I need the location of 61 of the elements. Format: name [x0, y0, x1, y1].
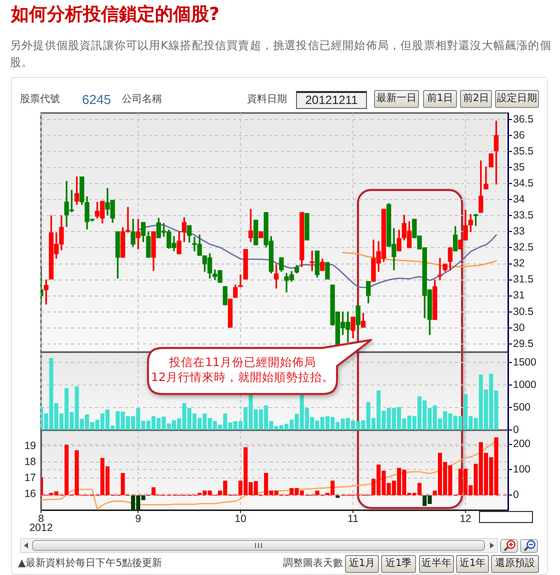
- y-tick-label: 33: [513, 226, 525, 238]
- text: 6245: [82, 92, 111, 108]
- text: 股票代號: [20, 93, 60, 107]
- y2-tick-label: 17: [24, 472, 36, 484]
- y-tick-label: 0: [513, 424, 519, 436]
- y-tick-label: 31: [513, 290, 525, 302]
- y2-tick-label: 18: [24, 456, 36, 468]
- text: 公司名稱: [122, 93, 162, 107]
- button: 設定日期: [495, 90, 539, 108]
- y-tick-label: 35: [513, 161, 525, 174]
- button: 前1日: [423, 90, 457, 108]
- x-tick-label: 10: [234, 513, 246, 526]
- y-tick-label: 35.5: [513, 145, 534, 158]
- button: 近1月: [345, 555, 379, 573]
- button: 還原預設: [491, 555, 539, 573]
- y-tick-label: 32.5: [513, 242, 534, 254]
- bar: [120, 472, 125, 496]
- candlestick: [126, 206, 130, 233]
- y-tick-label: 0: [513, 489, 519, 502]
- y-tick-label: 100: [513, 464, 531, 476]
- y2-tick-label: 19: [24, 440, 36, 452]
- y-tick-label: 34.5: [513, 177, 534, 190]
- bar: [152, 487, 156, 496]
- bar: [315, 490, 320, 496]
- button: 近1年: [456, 555, 489, 573]
- x-tick-label: 9: [135, 513, 142, 526]
- chart-subtitle: 另外提供個股資訊讓你可以用K線搭配投信買賣超，挑選投信已經開始佈局，但股票相對還沒大幅飆漲的個股。: [10, 38, 552, 71]
- x-tick-label: 12: [460, 513, 472, 526]
- y-tick-label: 30: [513, 322, 525, 334]
- chart-title: 如何分析投信鎖定的個股?: [11, 3, 220, 27]
- button: 近1季: [381, 555, 416, 573]
- y-tick-label: 200: [513, 438, 531, 450]
- y-tick-label: 36.5: [513, 113, 534, 126]
- y-tick-label: 30.5: [513, 306, 534, 318]
- y-tick-label: 1000: [513, 378, 537, 391]
- y-tick-label: 33.5: [513, 210, 534, 222]
- button: 近半年: [419, 555, 454, 573]
- text: 調整圖表天數: [283, 557, 343, 571]
- candlestick: [238, 274, 243, 287]
- y2-tick-label: 16: [24, 488, 36, 500]
- date-field: 20121211: [296, 91, 367, 109]
- bar: [64, 444, 69, 496]
- y-tick-label: 29.5: [513, 338, 534, 350]
- x-axis-title: 2012: [29, 522, 53, 534]
- y-tick-label: 1500: [513, 356, 537, 368]
- bar: [74, 450, 79, 496]
- text: 資料日期: [247, 93, 287, 107]
- annotation: 投信在11月份已經開始佈局: [169, 355, 316, 369]
- y-tick-label: 500: [513, 401, 531, 414]
- text: ▲最新資料於每日下午5點後更新: [18, 557, 162, 571]
- y-tick-label: 34: [513, 194, 525, 206]
- bar: [336, 495, 340, 498]
- x-tick-label: 11: [348, 513, 359, 526]
- y-tick-label: 31.5: [513, 274, 534, 286]
- y-tick-label: 36: [513, 129, 525, 142]
- button: 最新一日: [374, 90, 419, 108]
- annotation: 12月行情來時，就開始順勢拉抬。: [151, 370, 334, 384]
- candlestick: [438, 258, 442, 280]
- y-tick-label: 32: [513, 258, 525, 270]
- candlestick: [484, 166, 488, 190]
- button: 前2日: [460, 90, 492, 108]
